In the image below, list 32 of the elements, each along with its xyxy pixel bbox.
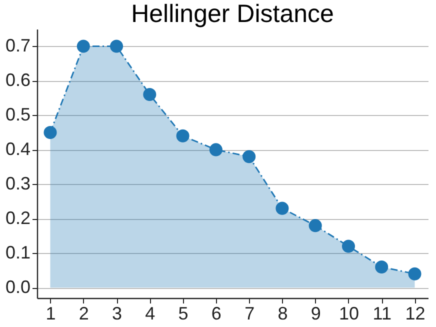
y-tick-label: 0.6 [5, 70, 30, 90]
point [276, 202, 289, 215]
x-tick-label: 11 [372, 304, 392, 324]
point [176, 129, 190, 142]
x-tick-label: 4 [145, 304, 156, 324]
point [44, 126, 57, 139]
y-tick-label: 0.7 [5, 36, 30, 56]
x-tick-label: 8 [278, 304, 288, 324]
x-tick-label: 12 [405, 304, 426, 324]
y-tick-label: 0.1 [5, 242, 30, 263]
point [242, 150, 256, 164]
y-tick-label: 0.5 [5, 104, 30, 125]
x-tick-label: 9 [310, 304, 321, 324]
point [308, 219, 322, 232]
y-tick-label: 0.0 [5, 277, 30, 298]
point [143, 88, 156, 102]
x-tick-label: 2 [78, 304, 89, 324]
x-tick-label: 1 [46, 304, 56, 324]
point [110, 40, 124, 53]
point [209, 143, 222, 156]
point [342, 240, 355, 253]
y-tick-label: 0.4 [5, 139, 30, 160]
x-tick-label: 10 [338, 304, 359, 324]
x-tick-label: 3 [112, 304, 122, 324]
x-tick-label: 6 [211, 304, 222, 324]
y-tick-label: 0.3 [5, 174, 30, 194]
point [408, 267, 422, 280]
x-tick-label: 7 [244, 304, 255, 324]
x-tick-label: 5 [178, 304, 188, 324]
chart-title: Hellinger Distance [131, 0, 334, 28]
y-tick-label: 0.2 [5, 208, 30, 228]
point [375, 260, 388, 274]
